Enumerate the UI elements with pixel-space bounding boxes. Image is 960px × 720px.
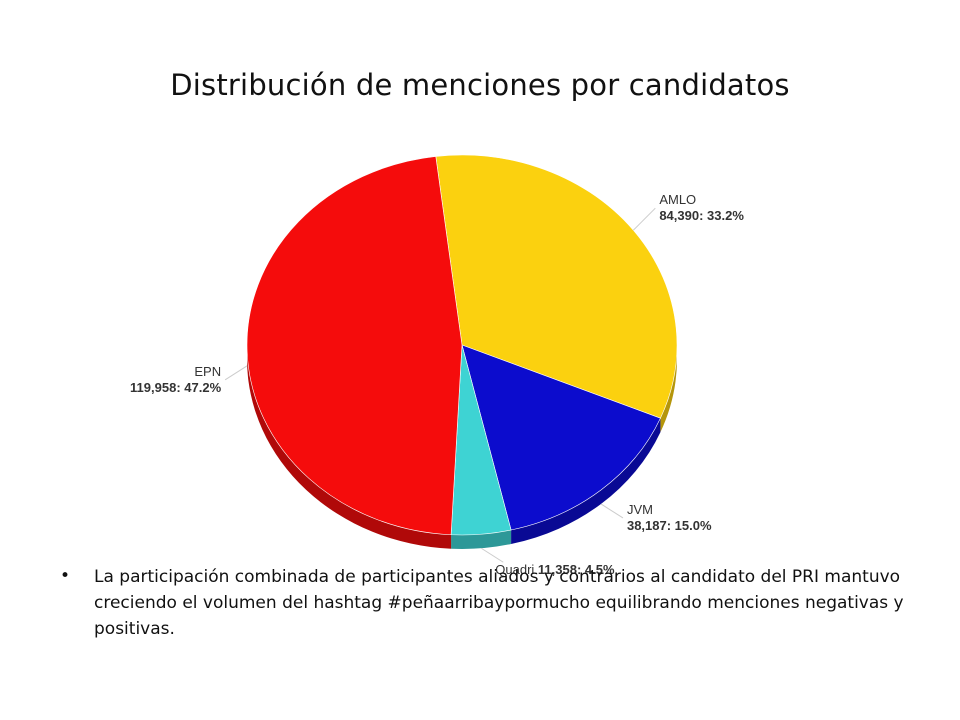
bullet-symbol: • [60, 566, 71, 586]
pie-top-layer [246, 154, 678, 536]
slice-label-amlo-leader [632, 207, 656, 231]
pie-slice-side-epn [247, 345, 452, 549]
slice-label-epn-value: 119,958: 47.2% [130, 380, 222, 395]
slice-label-amlo-value: 84,390: 33.2% [659, 208, 744, 223]
slice-label-epn-name: EPN [194, 364, 221, 379]
slice-label-jvm-name: JVM [627, 502, 653, 517]
bullet-text: La participación combinada de participan… [94, 567, 904, 639]
pie-slice-side-amlo [660, 345, 677, 433]
pie-slice-jvm [461, 344, 661, 531]
slice-label-amlo-name: AMLO [659, 192, 696, 207]
slice-label-quadri-name: Quadri [495, 562, 538, 577]
slice-label-quadri: Quadri 11,358: 4.5% [495, 562, 615, 577]
pie-slice-side-jvm [511, 418, 661, 544]
slide-title: Distribución de menciones por candidatos [170, 68, 790, 102]
slice-label-epn-leader [224, 365, 248, 381]
slice-label-jvm-leader [600, 503, 624, 519]
slice-label-quadri-value: 11,358: 4.5% [538, 562, 615, 577]
pie-depth-layer [247, 345, 677, 549]
slice-label-quadri-leader [481, 547, 504, 563]
pie-slice-epn [246, 156, 463, 536]
pie-slice-amlo [435, 154, 678, 419]
pie-slice-side-quadri [451, 529, 512, 549]
slice-label-jvm-value: 38,187: 15.0% [627, 518, 712, 533]
